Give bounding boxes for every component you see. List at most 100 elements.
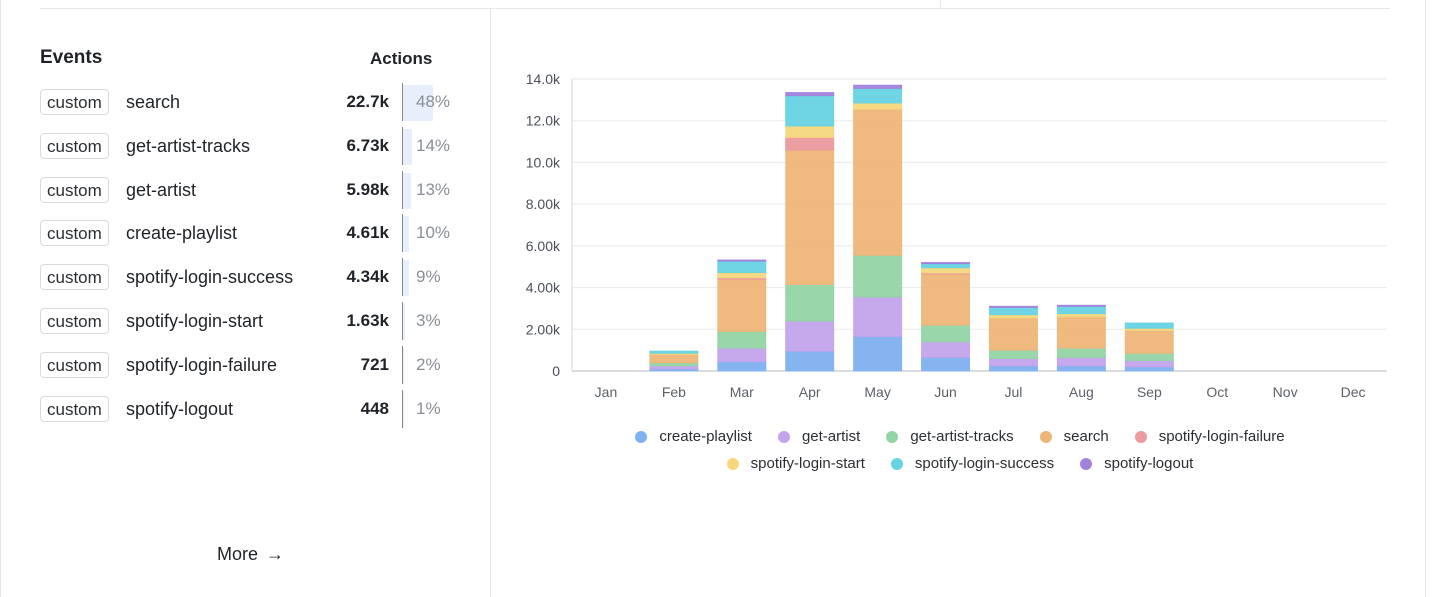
y-tick-label: 12.0k (526, 113, 561, 129)
x-tick-label: Sep (1137, 384, 1162, 400)
legend-item[interactable]: create-playlist (635, 428, 752, 445)
x-tick-label: Jan (595, 384, 618, 400)
event-percent: 3% (416, 310, 441, 330)
event-name[interactable]: search (126, 92, 181, 112)
bar-segment (988, 305, 1038, 308)
share-bar-axis (402, 214, 403, 253)
event-count: 4.61k (346, 223, 389, 243)
x-tick-label: Apr (799, 384, 821, 400)
event-row[interactable]: custom create-playlist 4.61k 10% (40, 212, 470, 256)
event-name[interactable]: spotify-logout (126, 398, 234, 419)
more-link[interactable]: More → (217, 544, 284, 565)
x-tick-label: Jul (1005, 384, 1023, 400)
event-name[interactable]: create-playlist (126, 223, 238, 244)
y-tick-label: 4.00k (526, 280, 561, 296)
legend-item[interactable]: spotify-logout (1080, 455, 1193, 472)
share-bar-axis (402, 345, 403, 384)
bar-segment (921, 262, 971, 265)
event-type-tag: custom (40, 132, 109, 159)
event-count: 721 (360, 354, 389, 374)
event-row[interactable]: custom spotify-login-start 1.63k 3% (40, 300, 470, 344)
event-row[interactable]: custom spotify-login-success 4.34k 9% (40, 256, 470, 300)
share-bar-axis (402, 83, 403, 121)
bar-segment (717, 259, 767, 262)
legend-item[interactable]: spotify-login-failure (1134, 428, 1285, 445)
event-percent: 14% (416, 135, 451, 155)
legend-row: create-playlist get-artist get-artist-tr… (580, 423, 1340, 450)
legend-swatch (1039, 430, 1052, 443)
legend-label: spotify-login-success (914, 455, 1055, 472)
bar-segment (988, 317, 1038, 351)
bar-segment (853, 84, 903, 89)
event-percent: 13% (416, 179, 451, 199)
bar-segment (1124, 322, 1174, 329)
legend-label: spotify-login-failure (1158, 428, 1285, 445)
bar-segment (785, 136, 835, 151)
legend-swatch (886, 430, 899, 443)
bar-segment (988, 365, 1038, 372)
x-tick-label: Aug (1069, 384, 1094, 400)
legend-item[interactable]: get-artist-tracks (886, 428, 1014, 445)
legend-item[interactable]: spotify-login-start (726, 455, 865, 472)
stacked-bar-chart: 0 2.00k 4.00k 6.00k 8.00k 10.0k 12.0k 14.0k Jan F… (526, 71, 1387, 400)
event-name[interactable]: get-artist-tracks (126, 135, 251, 156)
share-bar (403, 172, 411, 209)
chart-legend: create-playlist get-artist get-artist-tr… (580, 423, 1340, 477)
event-row[interactable]: custom get-artist 5.98k 13% (40, 169, 470, 213)
share-bar-axis (402, 258, 403, 297)
bar-segment (717, 278, 767, 332)
bar-segment (717, 272, 767, 279)
share-bar (403, 260, 409, 297)
x-tick-label: Mar (730, 384, 754, 400)
bar-segment (1124, 366, 1174, 372)
y-tick-label: 2.00k (526, 321, 561, 337)
share-bar (403, 303, 405, 340)
event-type-tag: custom (40, 307, 109, 334)
share-bar-axis (402, 389, 403, 428)
event-name[interactable]: spotify-login-start (126, 310, 264, 331)
bar-segment (785, 95, 835, 127)
event-percent: 9% (416, 267, 441, 287)
top-divider-right (941, 8, 1390, 9)
event-type-tag: custom (40, 89, 109, 115)
event-count: 448 (360, 398, 389, 418)
arrow-right-icon: → (266, 544, 285, 564)
event-row[interactable]: custom spotify-login-failure 721 2% (40, 344, 470, 388)
legend-label: spotify-logout (1104, 455, 1194, 472)
legend-row: spotify-login-start spotify-login-succes… (580, 450, 1340, 477)
bar-segment (717, 260, 767, 274)
event-count: 1.63k (346, 310, 389, 330)
bar-segment (921, 263, 971, 269)
x-tick-label: Feb (662, 384, 686, 400)
bar-segment (921, 341, 971, 358)
bar-segment (921, 273, 971, 326)
event-row[interactable]: custom spotify-logout 448 1% (40, 388, 470, 432)
bar-segment (649, 350, 699, 354)
event-count: 6.73k (346, 135, 389, 155)
y-tick-label: 14.0k (526, 71, 561, 87)
legend-item[interactable]: get-artist (777, 428, 860, 445)
x-tick-label: Jun (934, 384, 957, 400)
legend-item[interactable]: spotify-login-success (890, 455, 1055, 472)
bar-segment (921, 324, 971, 343)
y-tick-label: 8.00k (526, 196, 561, 212)
bar-segment (853, 87, 903, 104)
bar-segment (988, 306, 1038, 316)
actions-header: Actions (370, 49, 433, 68)
x-tick-label: May (864, 384, 890, 400)
legend-item[interactable]: search (1039, 428, 1109, 445)
x-tick-label: Dec (1341, 384, 1366, 400)
event-percent: 2% (416, 354, 441, 374)
bar-segment (988, 349, 1038, 359)
bar-segment (717, 347, 767, 363)
event-name[interactable]: spotify-login-success (126, 267, 294, 288)
event-row[interactable]: custom get-artist-tracks 6.73k 14% (40, 125, 470, 169)
event-name[interactable]: spotify-login-failure (126, 354, 278, 375)
event-type-tag: custom (40, 351, 109, 378)
event-name[interactable]: get-artist (126, 179, 197, 200)
event-percent: 1% (416, 398, 441, 418)
event-percent: 48% (416, 92, 451, 111)
event-row[interactable]: custom search 22.7k 48% (40, 81, 470, 125)
bar-segment (785, 149, 835, 285)
